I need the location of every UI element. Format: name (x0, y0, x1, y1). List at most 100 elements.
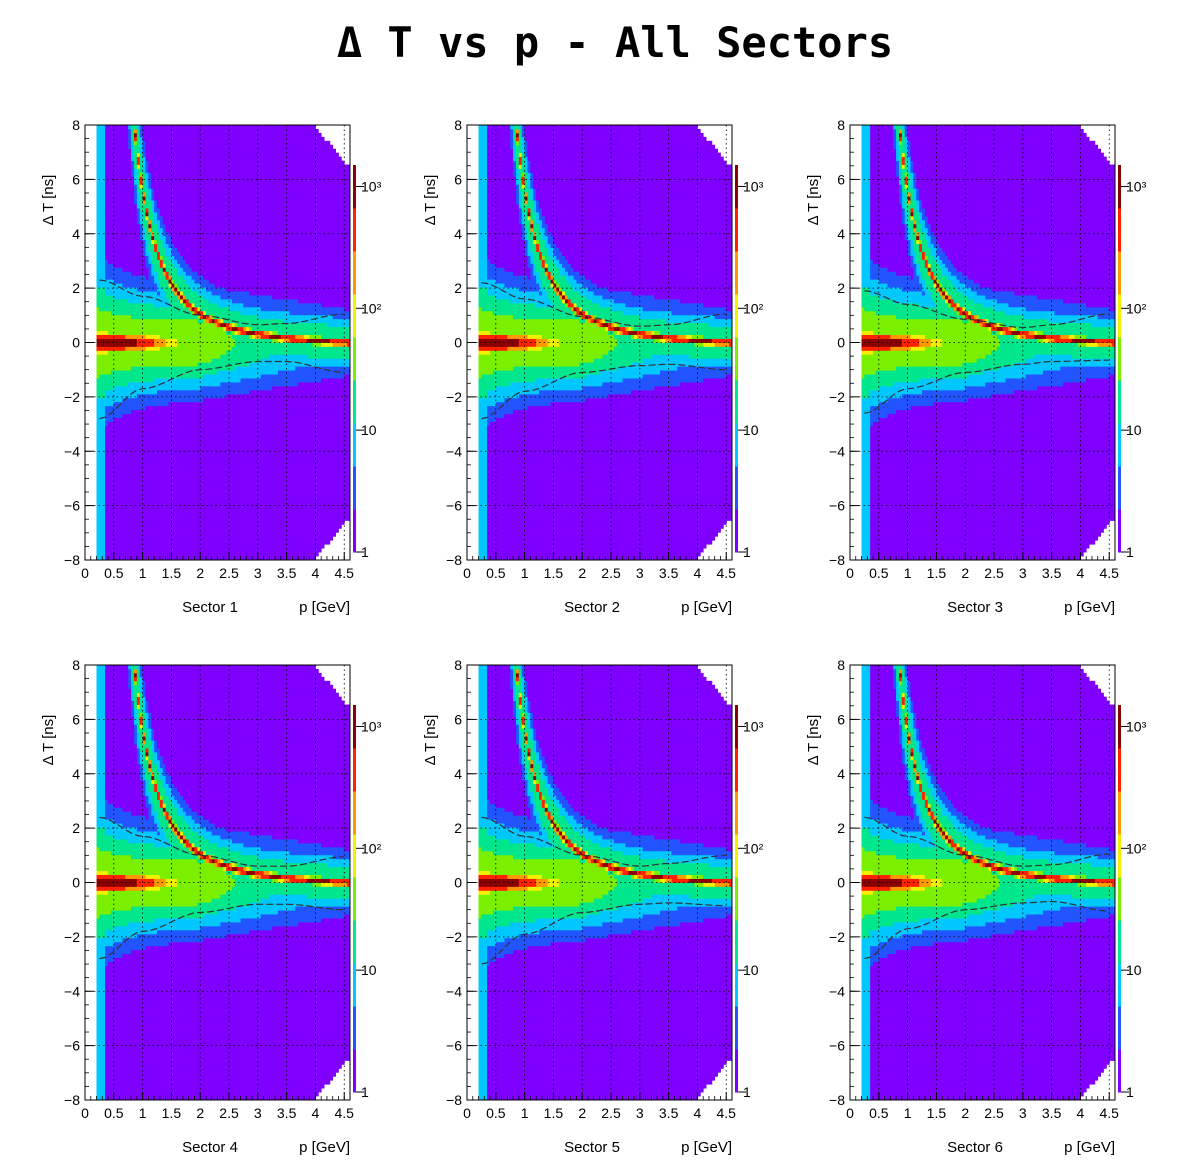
heatmap-cell (151, 184, 154, 188)
heatmap-cell (137, 540, 140, 544)
heatmap-cell (154, 366, 157, 370)
heatmap-cell (114, 481, 117, 485)
heatmap-cell (137, 204, 140, 208)
heatmap-cell (108, 406, 111, 410)
heatmap-cell (154, 477, 157, 481)
heatmap-cell (145, 192, 148, 196)
heatmap-cell (117, 422, 120, 426)
heatmap-cell (145, 552, 148, 556)
heatmap-cell (102, 220, 105, 224)
heatmap-cell (137, 445, 140, 449)
heatmap-cell (105, 437, 108, 441)
heatmap-cell (143, 430, 146, 434)
heatmap-cell (125, 402, 128, 406)
heatmap-cell (131, 311, 134, 315)
heatmap-cell (114, 161, 117, 165)
heatmap-cell (102, 125, 105, 129)
heatmap-cell (148, 457, 151, 461)
heatmap-cell (154, 323, 157, 327)
heatmap-cell (131, 339, 134, 343)
heatmap-cell (131, 204, 134, 208)
heatmap-cell (120, 489, 123, 493)
heatmap-cell (143, 517, 146, 521)
heatmap-cell (102, 129, 105, 133)
heatmap-cell (125, 315, 128, 319)
heatmap-cell (99, 319, 102, 323)
heatmap-cell (117, 520, 120, 524)
heatmap-cell (97, 544, 100, 548)
heatmap-cell (137, 544, 140, 548)
heatmap-cell (128, 141, 131, 145)
heatmap-cell (131, 394, 134, 398)
heatmap-cell (137, 125, 140, 129)
heatmap-cell (117, 315, 120, 319)
heatmap-cell (99, 465, 102, 469)
heatmap-cell (117, 133, 120, 137)
heatmap-cell (134, 513, 137, 517)
heatmap-cell (154, 331, 157, 335)
heatmap-cell (131, 362, 134, 366)
heatmap-cell (128, 153, 131, 157)
heatmap-cell (122, 176, 125, 180)
heatmap-cell (97, 437, 100, 441)
heatmap-cell (117, 532, 120, 536)
heatmap-cell (108, 517, 111, 521)
heatmap-cell (114, 426, 117, 430)
heatmap-cell (134, 208, 137, 212)
heatmap-cell (117, 169, 120, 173)
heatmap-cell (154, 374, 157, 378)
heatmap-cell (145, 509, 148, 513)
heatmap-cell (154, 291, 157, 295)
heatmap-cell (148, 267, 151, 271)
heatmap-cell (134, 319, 137, 323)
heatmap-cell (134, 445, 137, 449)
heatmap-cell (148, 188, 151, 192)
heatmap-cell (154, 287, 157, 291)
heatmap-cell (97, 196, 100, 200)
heatmap-cell (154, 244, 157, 248)
heatmap-cell (102, 252, 105, 256)
heatmap-cell (143, 394, 146, 398)
heatmap-cell (117, 453, 120, 457)
heatmap-cell (97, 267, 100, 271)
heatmap-cell (148, 489, 151, 493)
heatmap-cell (99, 422, 102, 426)
heatmap-cell (131, 188, 134, 192)
heatmap-cell (117, 517, 120, 521)
heatmap-cell (120, 406, 123, 410)
heatmap-cell (151, 267, 154, 271)
heatmap-cell (128, 299, 131, 303)
heatmap-cell (122, 180, 125, 184)
heatmap-cell (105, 212, 108, 216)
heatmap-cell (117, 291, 120, 295)
heatmap-cell (97, 548, 100, 552)
heatmap-cell (145, 236, 148, 240)
heatmap-cell (114, 477, 117, 481)
heatmap-cell (114, 188, 117, 192)
heatmap-cell (97, 137, 100, 141)
heatmap-cell (102, 513, 105, 517)
heatmap-cell (114, 343, 117, 347)
heatmap-cell (143, 453, 146, 457)
heatmap-cell (99, 477, 102, 481)
heatmap-cell (134, 441, 137, 445)
heatmap-cell (143, 307, 146, 311)
heatmap-cell (143, 319, 146, 323)
heatmap-cell (143, 374, 146, 378)
heatmap-cell (102, 528, 105, 532)
heatmap-cell (145, 477, 148, 481)
heatmap-cell (131, 279, 134, 283)
heatmap-cell (128, 540, 131, 544)
heatmap-cell (148, 224, 151, 228)
heatmap-cell (102, 323, 105, 327)
heatmap-cell (148, 422, 151, 426)
heatmap-cell (102, 188, 105, 192)
heatmap-cell (145, 453, 148, 457)
heatmap-cell (102, 485, 105, 489)
heatmap-cell (105, 453, 108, 457)
heatmap-cell (148, 501, 151, 505)
heatmap-cell (134, 204, 137, 208)
heatmap-cell (102, 354, 105, 358)
heatmap-cell (143, 331, 146, 335)
heatmap-cell (99, 271, 102, 275)
